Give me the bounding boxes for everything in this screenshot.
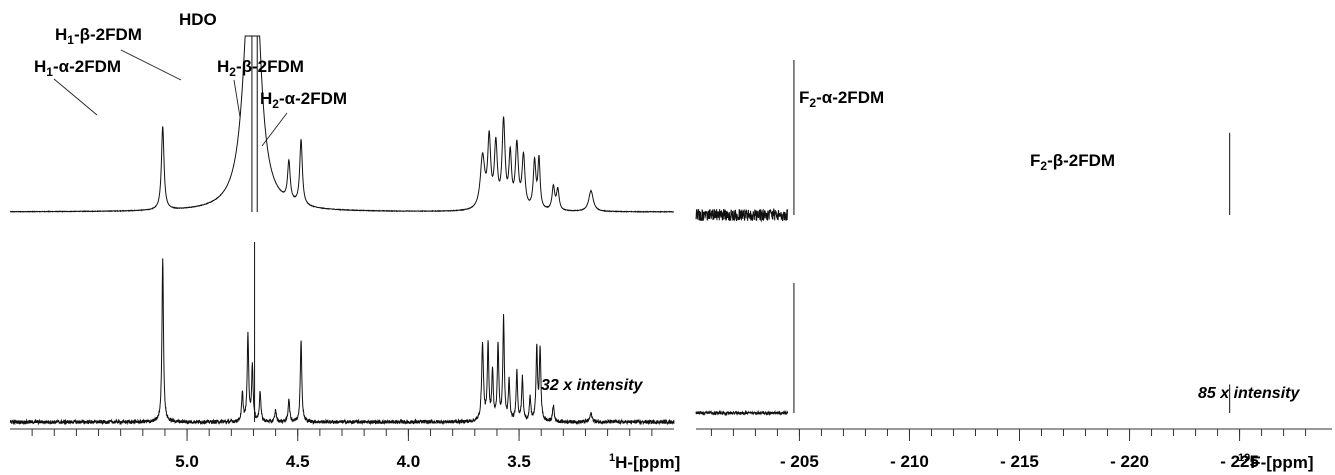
f19-tick-label: - 225 bbox=[1220, 452, 1259, 471]
h1-top-spectrum bbox=[9, 35, 675, 214]
f19-x-axis: - 205 - 210 - 215 - 220 - 225 bbox=[696, 428, 1332, 471]
h1-spectrum-panel: 5.0 4.5 4.0 3.5 HDO H1-α-2FDM H1-β-2FDM H2-… bbox=[9, 10, 680, 472]
h1-bottom-spectrum bbox=[9, 258, 675, 426]
hdo-label: HDO bbox=[179, 10, 217, 29]
h2-alpha-arrow bbox=[261, 112, 288, 147]
f19-bottom-spectrum bbox=[695, 409, 789, 417]
h1-top-spectrum-group bbox=[9, 35, 675, 214]
h1-tick-label: 4.0 bbox=[397, 452, 421, 471]
h1-alpha-arrow bbox=[53, 78, 98, 116]
h1-tick-label: 3.5 bbox=[507, 452, 531, 471]
h1-axis-title: 1H-[ppm] bbox=[609, 452, 680, 472]
f19-spectrum-panel: - 205 - 210 - 215 - 220 - 225 F2-α-2FDM F2-β… bbox=[695, 60, 1332, 472]
h1-beta-label: H1-β-2FDM bbox=[55, 25, 142, 47]
f19-tick-label: - 220 bbox=[1110, 452, 1149, 471]
h1-alpha-label: H1-α-2FDM bbox=[34, 57, 121, 79]
f19-top-spectrum bbox=[695, 208, 789, 223]
f19-top-spectrum-group bbox=[695, 60, 1231, 223]
h2-beta-arrow bbox=[233, 79, 241, 118]
h1-intensity-note: 32 x intensity bbox=[541, 377, 643, 394]
h2-beta-label: H2-β-2FDM bbox=[217, 57, 304, 79]
h1-tick-label: 5.0 bbox=[175, 452, 199, 471]
f2-beta-label: F2-β-2FDM bbox=[1030, 151, 1115, 173]
h1-tick-label: 4.5 bbox=[286, 452, 310, 471]
f19-bottom-spectrum-group bbox=[695, 283, 1231, 417]
f2-alpha-label: F2-α-2FDM bbox=[799, 88, 884, 110]
f19-tick-label: - 205 bbox=[780, 452, 819, 471]
h1-x-axis: 5.0 4.5 4.0 3.5 bbox=[10, 428, 674, 471]
f19-intensity-note: 85 x intensity bbox=[1198, 385, 1300, 402]
h2-alpha-label: H2-α-2FDM bbox=[260, 89, 347, 111]
f19-tick-label: - 215 bbox=[1000, 452, 1039, 471]
f19-tick-label: - 210 bbox=[890, 452, 929, 471]
h1-beta-arrow bbox=[120, 49, 182, 81]
h1-bottom-spectrum-group bbox=[9, 242, 675, 426]
f19-axis-title: 19F-[ppm] bbox=[1238, 452, 1314, 472]
